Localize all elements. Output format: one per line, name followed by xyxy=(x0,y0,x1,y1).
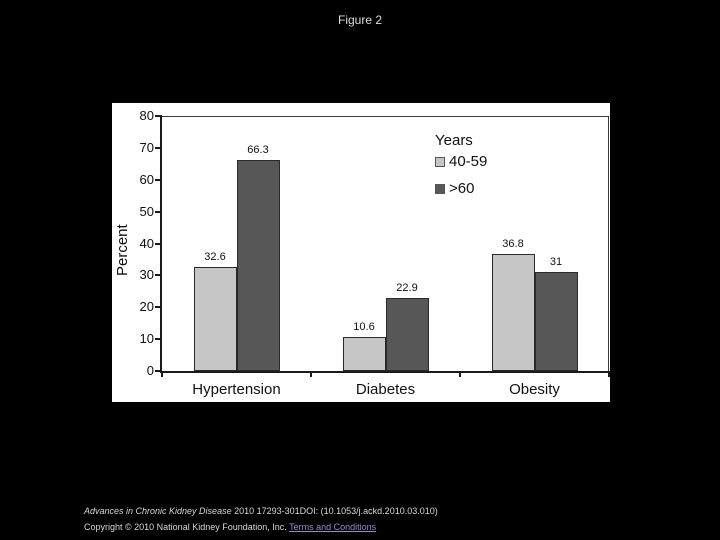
y-tick-label: 50 xyxy=(139,203,154,219)
legend-swatch-40-59 xyxy=(435,157,445,167)
legend-item-over-60: >60 xyxy=(435,181,474,197)
y-tick-mark xyxy=(155,274,162,277)
plot-top-border xyxy=(162,116,609,117)
y-tick-mark xyxy=(155,210,162,213)
figure-title: Figure 2 xyxy=(337,13,383,27)
y-tick-label: 20 xyxy=(139,299,154,315)
y-tick-label: 30 xyxy=(139,267,154,283)
y-tick-mark xyxy=(155,242,162,245)
bar-obesity-40-59 xyxy=(491,253,535,371)
plot-right-border xyxy=(608,116,609,371)
y-tick-label: 60 xyxy=(139,171,154,187)
bar-value-label: 10.6 xyxy=(353,321,375,334)
x-tick-mark xyxy=(608,371,610,377)
bar-value-label: 31 xyxy=(549,256,563,269)
x-tick-mark xyxy=(310,371,312,377)
bar-hypertension-over-60 xyxy=(236,159,280,371)
legend-item-40-59: 40-59 xyxy=(435,154,487,170)
legend-label-40-59: 40-59 xyxy=(449,153,488,170)
bar-diabetes-over-60 xyxy=(385,298,429,371)
y-tick-mark xyxy=(155,306,162,309)
citation-block: Advances in Chronic Kidney Disease 2010 … xyxy=(84,503,684,535)
legend-title: Years xyxy=(435,132,473,149)
copyright-line: Copyright © 2010 National Kidney Foundat… xyxy=(84,519,684,535)
bar-value-label: 32.6 xyxy=(204,251,226,264)
y-tick-mark xyxy=(155,146,162,149)
bar-hypertension-40-59 xyxy=(193,267,237,371)
category-label: Hypertension xyxy=(192,381,281,398)
legend-label-over-60: >60 xyxy=(449,180,475,197)
y-tick-mark xyxy=(155,370,162,372)
y-tick-label: 80 xyxy=(139,108,154,123)
bar-obesity-over-60 xyxy=(534,272,578,371)
legend: Years 40-59 >60 xyxy=(435,132,545,197)
y-axis-line xyxy=(160,116,162,373)
y-tick-mark xyxy=(155,178,162,181)
copyright-text: Copyright © 2010 National Kidney Foundat… xyxy=(84,522,290,532)
x-tick-mark xyxy=(161,371,163,377)
chart-panel: Percent 0 10 20 30 40 50 60 70 80 32.6 66.3 Hyperte… xyxy=(112,103,611,402)
citation-line: Advances in Chronic Kidney Disease 2010 … xyxy=(84,503,684,519)
y-tick-label: 0 xyxy=(146,363,154,378)
y-tick-label: 40 xyxy=(139,235,154,251)
category-label: Obesity xyxy=(509,381,560,398)
bar-value-label: 22.9 xyxy=(396,282,418,294)
bar-value-label: 36.8 xyxy=(502,237,524,250)
journal-name: Advances in Chronic Kidney Disease xyxy=(84,506,232,516)
legend-swatch-over-60 xyxy=(435,184,445,194)
x-tick-mark xyxy=(459,371,461,377)
y-tick-mark xyxy=(155,338,162,341)
bar-value-label: 66.3 xyxy=(247,143,269,156)
bar-diabetes-40-59 xyxy=(342,337,386,371)
citation-rest: 2010 17293-301DOI: (10.1053/j.ackd.2010.… xyxy=(231,506,438,516)
category-label: Diabetes xyxy=(355,381,416,398)
y-tick-mark xyxy=(155,115,162,117)
y-tick-label: 70 xyxy=(139,139,154,155)
plot-area: Percent 0 10 20 30 40 50 60 70 80 32.6 66.3 Hyperte… xyxy=(112,103,611,402)
terms-and-conditions-link[interactable]: Terms and Conditions xyxy=(289,522,377,532)
y-tick-label: 10 xyxy=(139,331,154,347)
x-axis-line xyxy=(160,371,611,373)
